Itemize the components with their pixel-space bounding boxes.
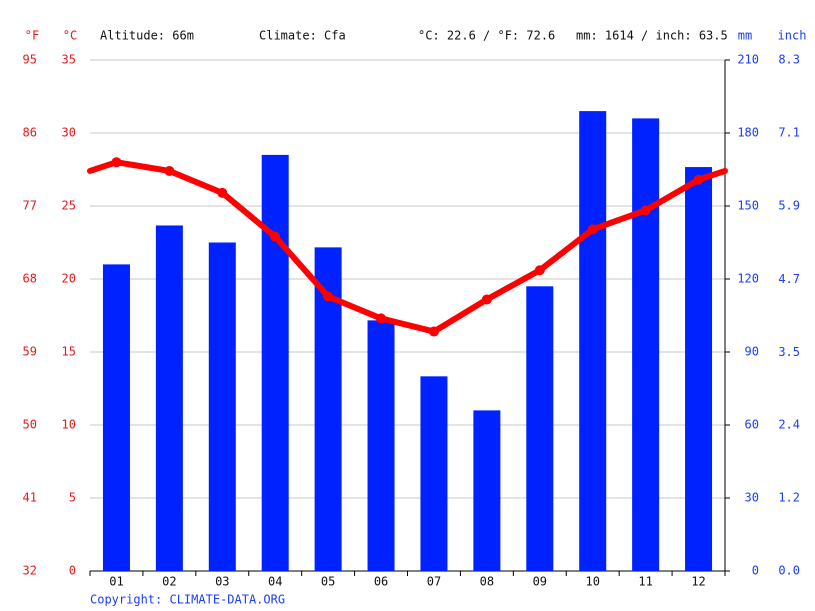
y2-tick-label: 120: [737, 272, 759, 286]
bar: [261, 154, 289, 571]
y2-tick-label: 180: [737, 126, 759, 140]
y2-tick-label: 210: [737, 53, 759, 67]
y-f-tick-label: 95: [23, 53, 37, 67]
copyright: Copyright: CLIMATE-DATA.ORG: [90, 593, 285, 607]
y-inch-tick-label: 8.3: [778, 53, 800, 67]
line-point: [376, 313, 387, 324]
line-point: [217, 187, 228, 198]
x-tick-label: 03: [215, 575, 229, 589]
y-f-tick-label: 86: [23, 126, 37, 140]
x-tick-label: 06: [374, 575, 388, 589]
y2-tick-label: 30: [745, 491, 759, 505]
c-unit: °C: [63, 29, 77, 43]
x-tick-label: 04: [268, 575, 282, 589]
bar: [685, 167, 713, 572]
y-tick-label: 20: [62, 272, 76, 286]
f-unit: °F: [25, 29, 39, 43]
line-point: [111, 157, 122, 168]
y2-tick-label: 60: [745, 418, 759, 432]
y-f-tick-label: 77: [23, 199, 37, 213]
y-inch-tick-label: 1.2: [778, 491, 800, 505]
bar: [102, 264, 130, 571]
x-tick-label: 08: [480, 575, 494, 589]
bar: [155, 225, 183, 571]
mm-unit: mm: [738, 29, 752, 43]
x-tick-label: 12: [691, 575, 705, 589]
x-tick-label: 05: [321, 575, 335, 589]
y-f-tick-label: 68: [23, 272, 37, 286]
y-inch-tick-label: 4.7: [778, 272, 800, 286]
y-inch-tick-label: 3.5: [778, 345, 800, 359]
bar: [473, 410, 501, 571]
y2-tick-label: 90: [745, 345, 759, 359]
y-f-tick-label: 32: [23, 564, 37, 578]
x-tick-label: 01: [109, 575, 123, 589]
x-tick-label: 09: [533, 575, 547, 589]
y-inch-tick-label: 7.1: [778, 125, 800, 139]
precipitation-total: mm: 1614 / inch: 63.5: [576, 29, 728, 43]
y-tick-label: 30: [62, 126, 76, 140]
y-f-tick-label: 50: [23, 418, 37, 432]
y-inch-tick-label: 0.0: [778, 564, 800, 578]
y-tick-label: 35: [62, 53, 76, 67]
line-point: [481, 294, 492, 305]
temperature-avg: °C: 22.6 / °F: 72.6: [418, 29, 555, 43]
y-tick-label: 0: [69, 564, 76, 578]
line-point: [164, 165, 175, 176]
bar: [579, 111, 607, 571]
line-point: [270, 231, 281, 242]
line-point: [587, 224, 598, 235]
bar: [208, 242, 236, 571]
y-inch-tick-label: 2.4: [778, 418, 800, 432]
y-f-tick-label: 41: [23, 491, 37, 505]
y-inch-tick-label: 5.9: [778, 198, 800, 212]
line-point: [693, 174, 704, 185]
bar: [367, 320, 395, 571]
temperature-line: [115, 159, 701, 335]
climate: Climate: Cfa: [259, 29, 346, 43]
altitude: Altitude: 66m: [100, 29, 194, 43]
inch-unit: inch: [778, 29, 807, 43]
y-tick-label: 25: [62, 199, 76, 213]
y-tick-label: 10: [62, 418, 76, 432]
line-point: [428, 326, 439, 337]
x-tick-label: 02: [162, 575, 176, 589]
bar: [632, 118, 660, 572]
x-tick-label: 10: [585, 575, 599, 589]
line-point: [323, 291, 334, 302]
bar: [526, 286, 554, 571]
y-tick-label: 5: [69, 491, 76, 505]
y-f-tick-label: 59: [23, 345, 37, 359]
y2-tick-label: 0: [752, 564, 759, 578]
line-point: [640, 205, 651, 216]
bar: [420, 376, 448, 571]
y2-tick-label: 150: [737, 199, 759, 213]
line-point: [534, 265, 545, 276]
x-tick-label: 11: [638, 575, 652, 589]
y-tick-label: 15: [62, 345, 76, 359]
x-tick-label: 07: [427, 575, 441, 589]
